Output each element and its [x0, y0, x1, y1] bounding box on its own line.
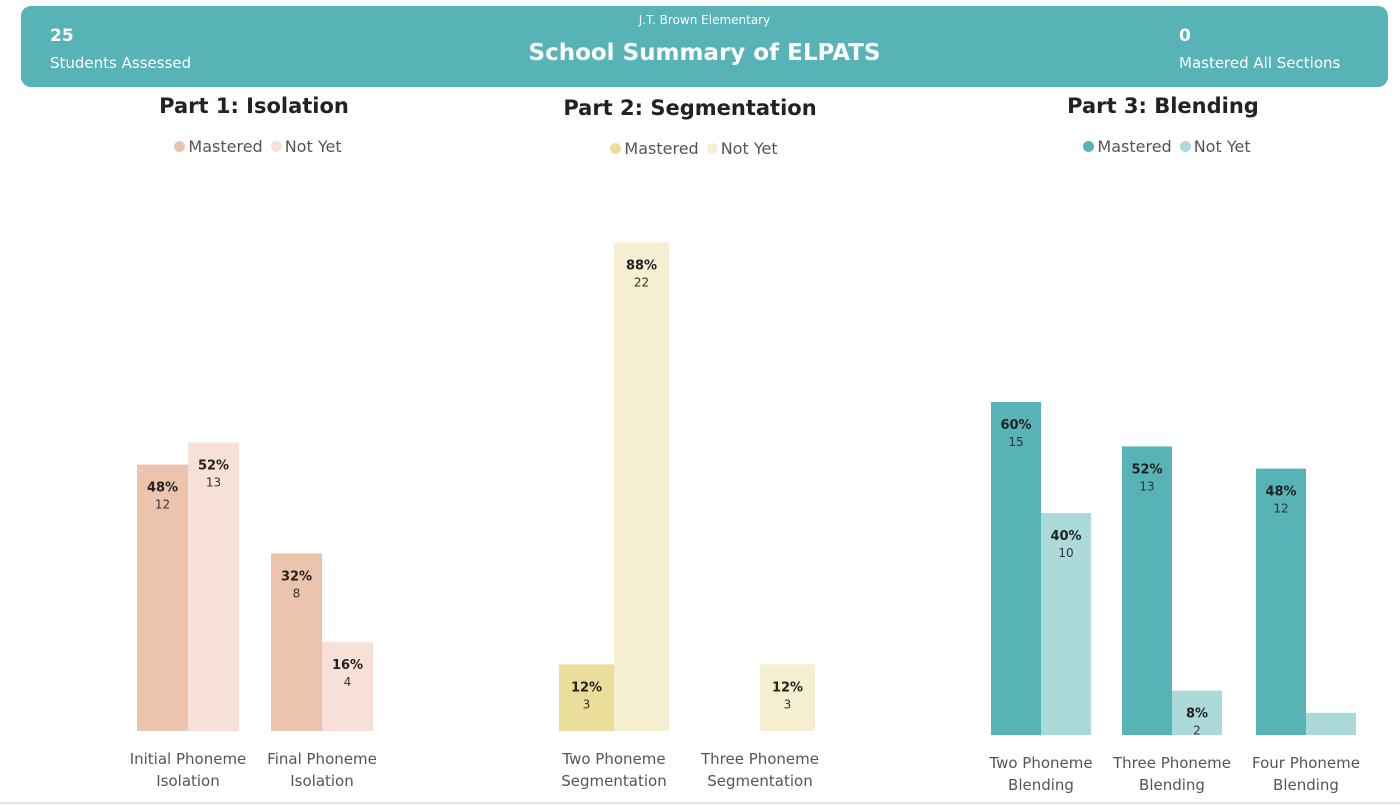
legend-label[interactable]: Mastered	[624, 139, 699, 158]
bar-not-yet	[188, 442, 239, 731]
legend-marker	[174, 141, 186, 152]
chart-legend: Mastered Not Yet	[963, 137, 1363, 156]
legend-marker	[610, 143, 622, 154]
legend-label[interactable]: Mastered	[1097, 137, 1172, 156]
bar-not-yet	[1306, 712, 1356, 735]
data-label-count: 22	[634, 276, 649, 290]
category-label: Segmentation	[707, 772, 812, 790]
chart-title: Part 1: Isolation	[159, 94, 349, 118]
category-label: Blending	[1273, 776, 1339, 794]
chart-legend: Mastered Not Yet	[54, 137, 454, 156]
data-label-count: 10	[1058, 546, 1073, 560]
data-label-count: 3	[784, 697, 792, 711]
students-assessed-label: Students Assessed	[50, 54, 192, 72]
category-label: Three Phoneme	[1112, 754, 1231, 772]
legend-label[interactable]: Mastered	[188, 137, 263, 156]
legend-marker	[270, 141, 282, 152]
legend-marker	[1179, 141, 1191, 152]
category-label: Two Phoneme	[988, 754, 1092, 772]
students-assessed-value: 25	[50, 26, 74, 46]
school-name: J.T. Brown Elementary	[638, 13, 771, 27]
bar-mastered	[1256, 468, 1306, 735]
category-label: Isolation	[156, 772, 220, 790]
data-label-count: 3	[583, 697, 591, 711]
data-label-pct: 8%	[1186, 707, 1208, 722]
chart-title: Part 3: Blending	[1067, 94, 1259, 118]
category-label: Blending	[1008, 776, 1074, 794]
legend-marker	[1083, 141, 1095, 152]
data-label-count: 8	[293, 586, 301, 600]
bar-mastered	[271, 553, 322, 731]
bar-mastered	[137, 464, 188, 731]
data-label-pct: 40%	[1050, 529, 1081, 544]
data-label-count: 12	[1273, 502, 1288, 516]
data-label-pct: 88%	[626, 259, 657, 274]
page-title: School Summary of ELPATS	[528, 40, 881, 66]
data-label-count: 4	[344, 675, 352, 689]
data-label-pct: 12%	[571, 680, 602, 695]
category-label: Segmentation	[561, 772, 666, 790]
data-label-pct: 48%	[147, 481, 178, 496]
bar-mastered	[1122, 446, 1172, 735]
category-label: Initial Phoneme	[130, 750, 247, 768]
data-label-pct: 52%	[198, 458, 229, 473]
category-label: Final Phoneme	[267, 750, 377, 768]
category-label: Blending	[1139, 776, 1205, 794]
data-label-pct: 32%	[281, 569, 312, 584]
legend-marker	[706, 143, 718, 154]
data-label-pct: 12%	[772, 680, 803, 695]
data-label-count: 13	[1139, 479, 1154, 493]
data-label-pct: 48%	[1265, 485, 1296, 500]
data-label-pct: 16%	[332, 658, 363, 673]
mastered-all-value: 0	[1179, 26, 1191, 46]
legend-label[interactable]: Not Yet	[1193, 137, 1251, 156]
bar-mastered	[991, 402, 1041, 735]
bar-mastered	[559, 664, 614, 731]
data-label-count: 13	[206, 475, 221, 489]
category-label: Two Phoneme	[561, 750, 665, 768]
bar-not-yet	[760, 664, 815, 731]
summary-banner: 25 Students Assessed J.T. Brown Elementa…	[21, 6, 1388, 87]
bar-not-yet	[322, 642, 373, 731]
chart-legend: Mastered Not Yet	[490, 139, 890, 158]
data-label-count: 12	[155, 498, 170, 512]
bar-not-yet	[1172, 690, 1222, 735]
chart-title: Part 2: Segmentation	[563, 96, 817, 120]
bar-not-yet	[1041, 513, 1091, 735]
data-label-pct: 60%	[1000, 418, 1031, 433]
legend-label[interactable]: Not Yet	[720, 139, 778, 158]
data-label-count: 15	[1008, 435, 1023, 449]
category-label: Isolation	[290, 772, 354, 790]
mastered-all-label: Mastered All Sections	[1179, 54, 1341, 72]
category-label: Three Phoneme	[700, 750, 819, 768]
legend-label[interactable]: Not Yet	[284, 137, 342, 156]
bar-not-yet	[614, 242, 669, 731]
data-label-count: 2	[1193, 724, 1201, 738]
category-label: Four Phoneme	[1252, 754, 1360, 772]
divider	[0, 802, 1400, 804]
data-label-pct: 52%	[1131, 462, 1162, 477]
